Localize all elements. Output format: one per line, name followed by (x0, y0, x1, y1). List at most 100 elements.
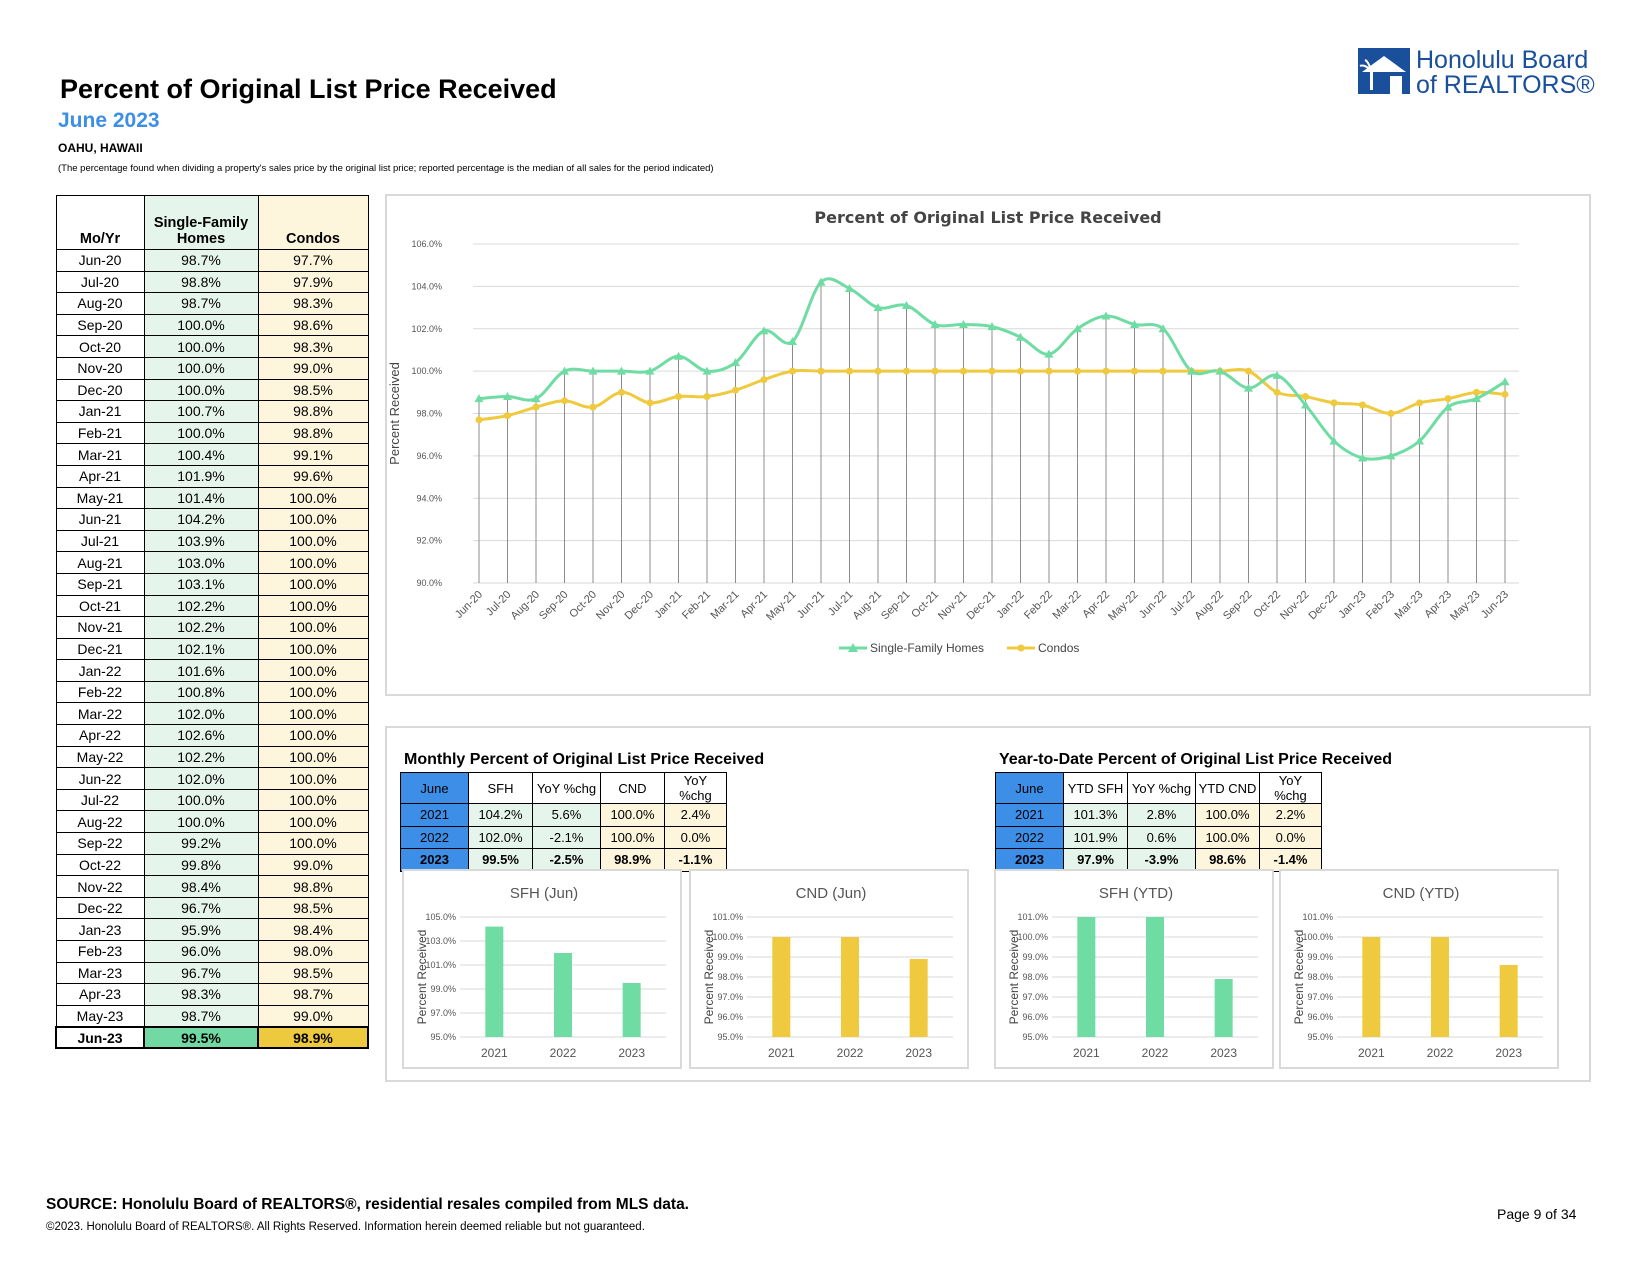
x-tick-label: May-22 (1106, 589, 1140, 623)
table-row: Jun-20 98.7% 97.7% (55, 249, 369, 272)
month-cell: Oct-20 (55, 335, 145, 358)
condo-cell: 98.4% (257, 918, 369, 941)
bar (1146, 917, 1164, 1037)
month-cell: Aug-20 (55, 292, 145, 315)
summary-header-cell: CND (600, 772, 665, 804)
sfh-cell: 102.2% (143, 594, 259, 618)
sfh-point (788, 336, 797, 345)
cnd-jun-chart-box: CND (Jun) 95.0% 96.0% 97.0% 98.0% 99.0% 100.0%… (689, 869, 969, 1069)
sfh-cell: 100.0% (143, 421, 259, 445)
y-tick-label: 92.0% (416, 536, 442, 546)
y-tick-label: 98.0% (416, 409, 442, 419)
condo-cell: 100.0% (257, 659, 369, 682)
y-tick-label: 98.0% (1022, 972, 1048, 982)
condo-point (1330, 399, 1338, 407)
summary-header-cell: YoY %chg (1259, 772, 1322, 804)
sfh-cell: 104.2% (143, 508, 259, 531)
sfh-point (1272, 370, 1282, 379)
sfh-point (674, 351, 683, 360)
y-tick-label: 101.0% (1302, 912, 1333, 922)
x-tick-label: 2021 (1073, 1046, 1100, 1060)
condo-point (1273, 388, 1281, 396)
bar (622, 983, 641, 1037)
summary-cell: -2.1% (532, 825, 601, 849)
table-row: Oct-21 102.2% 100.0% (55, 594, 369, 618)
condo-cell: 100.0% (257, 767, 369, 790)
house-palm-icon (1358, 48, 1410, 94)
page-subtitle: June 2023 (58, 109, 160, 132)
x-tick-label: Aug-20 (509, 589, 543, 623)
x-tick-label: Jan-22 (994, 589, 1026, 621)
x-tick-label: Dec-22 (1307, 589, 1341, 623)
condo-cell: 98.8% (257, 421, 369, 445)
y-tick-label: 104.0% (411, 281, 442, 291)
sfh-point (560, 366, 569, 375)
table-row: Aug-21 103.0% 100.0% (55, 551, 369, 574)
condo-point (903, 367, 910, 375)
condo-cell: 100.0% (257, 810, 369, 834)
sfh-point (1329, 436, 1339, 445)
sfh-cell: 100.0% (143, 335, 259, 358)
y-tick-label: 106.0% (411, 239, 442, 249)
table-row: Dec-20 100.0% 98.5% (55, 378, 369, 402)
sfh-point (1073, 324, 1082, 333)
cnd-ytd-bar-chart: CND (YTD) 95.0% 96.0% 97.0% 98.0% 99.0% 100.0%… (1292, 885, 1543, 1060)
condo-point (1387, 410, 1395, 417)
summary-header-cell: YTD SFH (1063, 772, 1128, 804)
table-row: Aug-22 100.0% 100.0% (55, 810, 369, 834)
summary-cell: 100.0% (1195, 803, 1260, 827)
condo-cell: 98.9% (257, 1025, 369, 1050)
table-row: Jan-21 100.7% 98.8% (55, 400, 369, 423)
logo-line-1: Honolulu Board (1416, 46, 1589, 74)
condo-cell: 100.0% (257, 486, 369, 510)
month-cell: Mar-21 (55, 443, 145, 466)
x-tick-label: Jun-22 (1137, 589, 1169, 621)
sfh-cell: 102.2% (143, 616, 259, 639)
x-tick-label: 2023 (1495, 1046, 1522, 1060)
summary-cell: -1.1% (664, 848, 727, 872)
summary-cell: 97.9% (1063, 848, 1128, 872)
summary-cell: 104.2% (468, 803, 533, 827)
sfh-cell: 96.7% (143, 961, 259, 985)
condo-cell: 100.0% (257, 508, 369, 531)
month-cell: Oct-22 (55, 853, 145, 877)
cnd-ytd-chart-box: CND (YTD) 95.0% 96.0% 97.0% 98.0% 99.0% 100.0%… (1279, 869, 1559, 1069)
y-tick-label: 100.0% (1017, 932, 1048, 942)
condo-cell: 98.5% (257, 378, 369, 402)
y-tick-label: 94.0% (416, 493, 442, 503)
page-number: Page 9 of 34 (1497, 1206, 1577, 1222)
summary-row: 2021 104.2% 5.6% 100.0% 2.4% (400, 803, 727, 827)
summary-cell: 2.8% (1127, 803, 1196, 827)
y-tick-label: 97.0% (717, 992, 743, 1002)
month-cell: Jul-20 (55, 270, 145, 294)
condo-cell: 100.0% (257, 702, 369, 726)
table-row: May-21 101.4% 100.0% (55, 486, 369, 510)
condo-cell: 100.0% (257, 745, 369, 769)
summary-cell: 2.4% (664, 803, 727, 827)
x-tick-label: Sep-22 (1221, 589, 1255, 623)
condo-cell: 97.9% (257, 270, 369, 294)
table-row: Apr-23 98.3% 98.7% (55, 983, 369, 1006)
y-tick-label: 98.0% (1307, 972, 1333, 982)
y-tick-label: 96.0% (416, 451, 442, 461)
y-tick-label: 97.0% (430, 1008, 456, 1018)
condo-point (1159, 367, 1167, 375)
sfh-point (1443, 402, 1453, 411)
y-tick-label: 97.0% (1307, 992, 1333, 1002)
x-tick-label: Aug-21 (851, 589, 885, 623)
sfh-cell: 99.5% (143, 1025, 259, 1050)
page-title: Percent of Original List Price Received (60, 74, 557, 104)
condo-point (817, 367, 825, 375)
sfh-cell: 101.4% (143, 486, 259, 510)
y-tick-label: 99.0% (1307, 952, 1333, 962)
condo-cell: 100.0% (257, 832, 369, 855)
y-tick-label: 95.0% (430, 1032, 456, 1042)
sfh-cell: 102.0% (143, 702, 259, 726)
summary-cell: 0.0% (1259, 825, 1322, 849)
y-axis-label: Percent Received (702, 930, 716, 1025)
bar (1214, 979, 1233, 1037)
month-cell: Aug-22 (55, 810, 145, 834)
sfh-cell: 98.7% (143, 292, 259, 315)
y-axis-label: Percent Received (1292, 930, 1306, 1025)
month-cell: Apr-23 (55, 983, 145, 1006)
